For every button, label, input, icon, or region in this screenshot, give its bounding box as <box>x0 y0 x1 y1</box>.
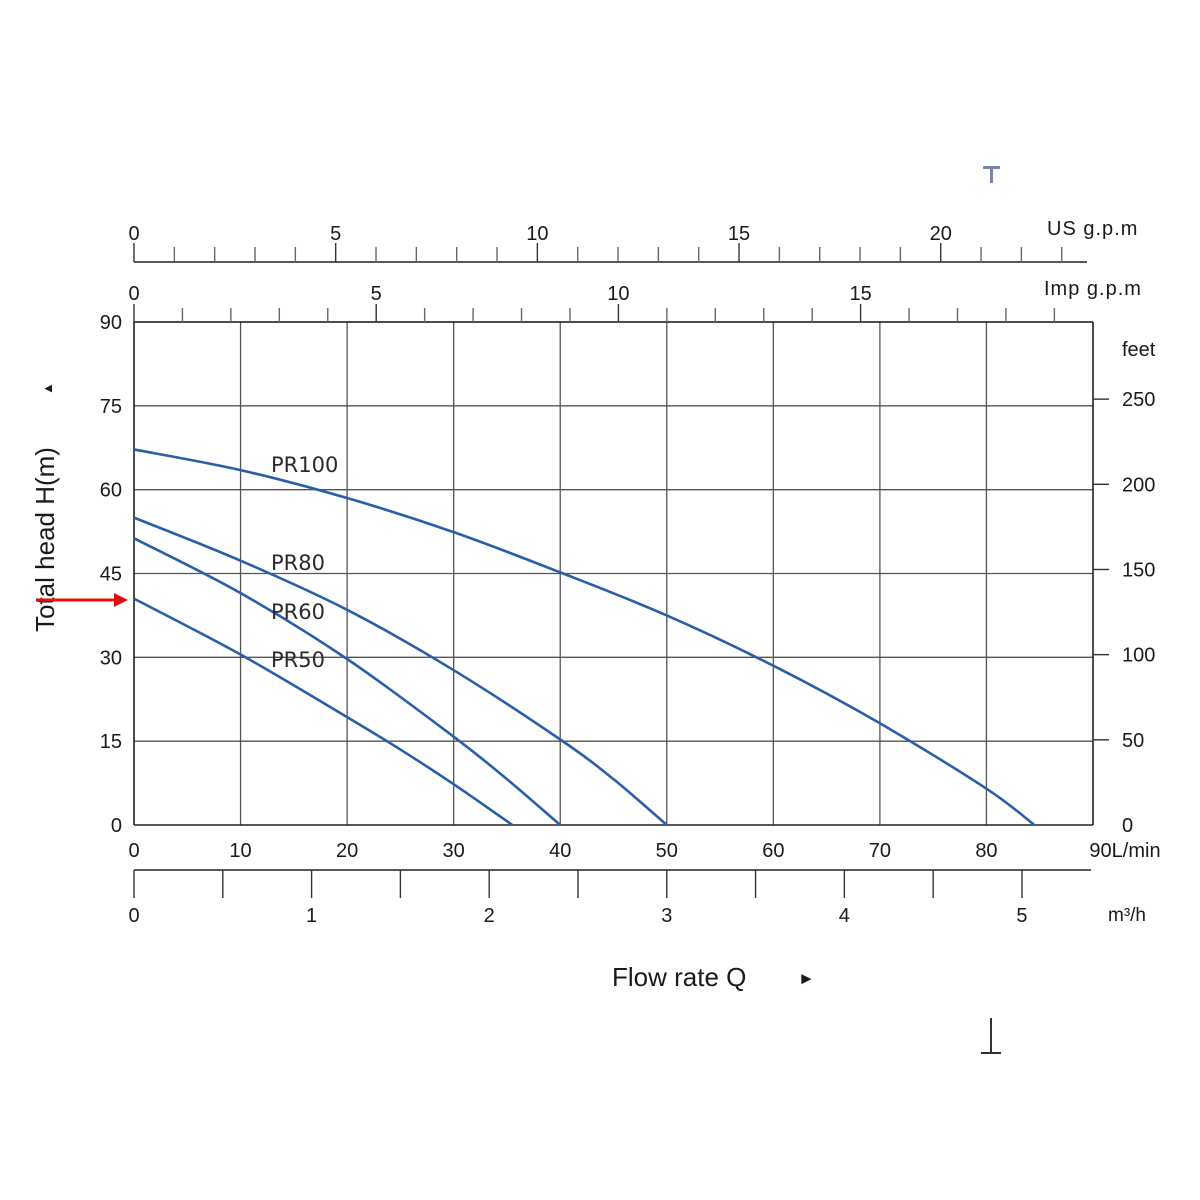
curve-pr80 <box>133 516 668 826</box>
us-gpm-tick-label: 5 <box>330 223 341 245</box>
x-tick-label: 60 <box>762 840 784 862</box>
x-tick-label: 10 <box>229 840 251 862</box>
x-tick-label: 50 <box>656 840 678 862</box>
x-tick-label: 40 <box>549 840 571 862</box>
curves: PR100 PR80 PR60 PR50 <box>133 448 1036 827</box>
imp-gpm-tick-label: 0 <box>128 283 139 305</box>
crop-mark-top <box>983 166 1000 183</box>
feet-tick-label: 50 <box>1122 730 1144 752</box>
y-tick-label: 0 <box>111 815 122 837</box>
m3h-tick-label: 0 <box>128 905 139 927</box>
series-label-pr60: PR60 <box>271 600 325 624</box>
feet-tick-label: 100 <box>1122 645 1155 667</box>
m3h-tick-label: 1 <box>306 905 317 927</box>
axes <box>133 243 1109 898</box>
feet-tick-label: 0 <box>1122 815 1133 837</box>
x-unit-label: 90L/min <box>1089 840 1160 862</box>
series-label-pr80: PR80 <box>271 551 325 575</box>
m3h-tick-label: 5 <box>1016 905 1027 927</box>
y-tick-label: 90 <box>100 312 122 334</box>
us-gpm-tick-label: 20 <box>930 223 952 245</box>
x-axis-arrow: ► <box>798 969 815 988</box>
curve-pr100 <box>133 448 1036 827</box>
x-axis-title: Flow rate Q <box>612 962 746 992</box>
us-gpm-tick-label: 10 <box>526 223 548 245</box>
y-tick-label: 15 <box>100 731 122 753</box>
x-tick-label: 30 <box>443 840 465 862</box>
us-gpm-tick-label: 0 <box>128 223 139 245</box>
feet-tick-label: 150 <box>1122 559 1155 581</box>
imp-gpm-unit-label: Imp g.p.m <box>1044 278 1142 300</box>
imp-gpm-tick-label: 5 <box>371 283 382 305</box>
y-tick-label: 60 <box>100 480 122 502</box>
series-label-pr50: PR50 <box>271 648 325 672</box>
red-arrow-indicator <box>36 593 128 607</box>
y-axis-arrow: ▲ <box>40 382 55 395</box>
curve-pr50 <box>133 597 514 827</box>
us-gpm-tick-label: 15 <box>728 223 750 245</box>
imp-gpm-tick-label: 15 <box>849 283 871 305</box>
m3h-tick-label: 4 <box>839 905 850 927</box>
m3h-tick-label: 3 <box>661 905 672 927</box>
x-tick-label: 20 <box>336 840 358 862</box>
x-tick-label: 0 <box>128 840 139 862</box>
us-gpm-unit-label: US g.p.m <box>1047 218 1138 240</box>
x-tick-label: 70 <box>869 840 891 862</box>
curve-pr60 <box>133 537 562 826</box>
y-tick-label: 45 <box>100 564 122 586</box>
x-tick-label: 80 <box>975 840 997 862</box>
series-label-pr100: PR100 <box>271 453 338 477</box>
feet-tick-label: 200 <box>1122 474 1155 496</box>
m3h-unit-label: m³/h <box>1108 905 1146 926</box>
y-tick-label: 30 <box>100 647 122 669</box>
imp-gpm-tick-label: 10 <box>607 283 629 305</box>
y-axis-title: Total head H(m) <box>30 447 60 632</box>
crop-mark-bottom <box>981 1018 1001 1054</box>
feet-unit-label: feet <box>1122 339 1156 361</box>
feet-tick-label: 250 <box>1122 389 1155 411</box>
m3h-tick-label: 2 <box>484 905 495 927</box>
y-tick-label: 75 <box>100 396 122 418</box>
